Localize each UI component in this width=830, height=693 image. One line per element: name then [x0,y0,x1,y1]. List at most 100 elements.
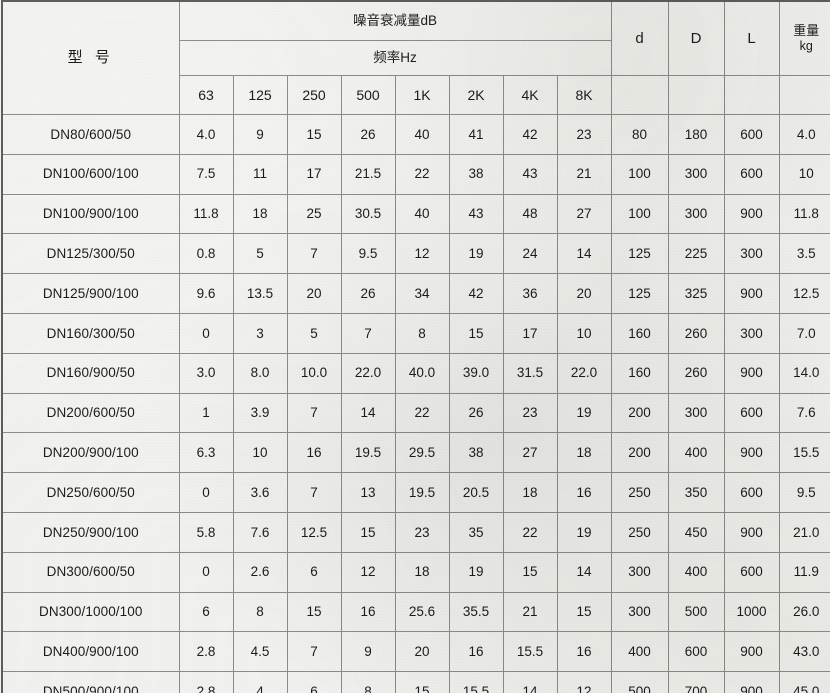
cell-model: DN400/900/100 [1,631,180,673]
cell-attenuation-1k: 20 [394,631,450,673]
cell-D: 400 [667,432,725,474]
cell-attenuation-4k: 14 [502,671,558,693]
cell-attenuation-2k: 38 [448,432,504,474]
cell-attenuation-1k: 18 [394,551,450,593]
cell-attenuation-250: 12.5 [286,511,342,553]
cell-attenuation-63: 4.0 [178,114,234,155]
cell-attenuation-2k: 15 [448,312,504,354]
column-header-freq-250: 250 [286,75,342,115]
cell-D: 700 [667,671,725,693]
cell-L: 900 [723,671,780,693]
column-header-weight: 重量 kg [778,0,830,76]
cell-d: 250 [610,511,669,553]
cell-attenuation-63: 0 [178,472,234,513]
cell-attenuation-500: 8 [340,671,396,693]
cell-attenuation-4k: 43 [502,153,558,195]
column-header-freq-125: 125 [232,75,288,115]
cell-attenuation-63: 9.6 [178,273,234,314]
table-row: DN200/900/100 6.3 10 16 19.5 29.5 38 27 18 200 400… [1,432,830,474]
cell-attenuation-250: 7 [286,233,342,275]
cell-attenuation-125: 5 [232,233,288,275]
cell-attenuation-1k: 23 [394,511,450,553]
cell-attenuation-63: 7.5 [178,153,234,195]
cell-attenuation-2k: 41 [448,114,504,155]
cell-attenuation-4k: 31.5 [502,352,558,394]
table-row: DN300/600/50 0 2.6 6 12 18 19 15 14 300 400 600 11.9 [1,551,830,593]
cell-D: 225 [667,233,725,275]
cell-attenuation-4k: 21 [502,591,558,633]
cell-attenuation-2k: 19 [448,551,504,593]
cell-model: DN500/900/100 [1,671,180,693]
cell-d: 125 [610,273,669,314]
cell-attenuation-8k: 19 [556,392,612,434]
cell-attenuation-63: 11.8 [178,193,234,235]
column-header-freq-2k: 2K [448,75,504,115]
cell-model: DN160/300/50 [1,312,180,354]
cell-attenuation-500: 26 [340,273,396,314]
cell-attenuation-8k: 14 [556,233,612,275]
cell-attenuation-500: 26 [340,114,396,155]
cell-L: 600 [723,472,780,513]
cell-weight: 21.0 [778,511,830,553]
cell-attenuation-2k: 42 [448,273,504,314]
cell-attenuation-500: 30.5 [340,193,396,235]
cell-attenuation-4k: 17 [502,312,558,354]
cell-model: DN80/600/50 [1,114,180,155]
cell-d: 200 [610,432,669,474]
table-body: DN80/600/50 4.0 9 15 26 40 41 42 23 80 180 600 4.0 DN… [1,114,830,693]
cell-attenuation-2k: 20.5 [448,472,504,513]
table-row: DN100/900/100 11.8 18 25 30.5 40 43 48 27 100 300 9… [1,193,830,235]
cell-attenuation-500: 7 [340,312,396,354]
cell-attenuation-500: 15 [340,511,396,553]
cell-L: 600 [723,153,780,195]
cell-attenuation-4k: 22 [502,511,558,553]
cell-D: 450 [667,511,725,553]
cell-D: 300 [667,193,725,235]
cell-L: 600 [723,114,780,155]
cell-d: 200 [610,392,669,434]
cell-attenuation-250: 20 [286,273,342,314]
cell-attenuation-63: 3.0 [178,352,234,394]
header-spacer-d [610,75,669,115]
cell-D: 260 [667,352,725,394]
cell-attenuation-2k: 35.5 [448,591,504,633]
cell-d: 100 [610,193,669,235]
cell-attenuation-250: 6 [286,551,342,593]
cell-weight: 7.0 [778,312,830,354]
cell-weight: 12.5 [778,273,830,314]
table-row: DN125/300/50 0.8 5 7 9.5 12 19 24 14 125 225 300 3.5 [1,233,830,275]
cell-L: 300 [723,233,780,275]
cell-attenuation-8k: 15 [556,591,612,633]
cell-attenuation-2k: 16 [448,631,504,673]
cell-attenuation-4k: 15.5 [502,631,558,673]
cell-attenuation-125: 9 [232,114,288,155]
cell-attenuation-125: 2.6 [232,551,288,593]
cell-attenuation-2k: 19 [448,233,504,275]
cell-attenuation-8k: 12 [556,671,612,693]
cell-weight: 26.0 [778,591,830,633]
cell-attenuation-1k: 25.6 [394,591,450,633]
cell-attenuation-1k: 40 [394,114,450,155]
cell-weight: 45.0 [778,671,830,693]
cell-attenuation-500: 12 [340,551,396,593]
cell-d: 300 [610,591,669,633]
cell-attenuation-63: 2.8 [178,631,234,673]
cell-D: 300 [667,153,725,195]
cell-D: 500 [667,591,725,633]
column-header-noise-attenuation: 噪音衰减量dB [178,0,612,41]
cell-model: DN200/900/100 [1,432,180,474]
cell-model: DN250/900/100 [1,511,180,553]
header-row-frequency-values: 63 125 250 500 1K 2K 4K 8K [2,75,830,115]
table-row: DN160/900/50 3.0 8.0 10.0 22.0 40.0 39.0 31.5 22… [1,352,830,394]
cell-d: 125 [610,233,669,275]
cell-attenuation-8k: 19 [556,511,612,553]
cell-attenuation-63: 6 [178,591,234,633]
table-row: DN100/600/100 7.5 11 17 21.5 22 38 43 21 100 300 60… [1,153,830,195]
cell-attenuation-250: 16 [286,432,342,474]
cell-attenuation-1k: 22 [394,392,450,434]
cell-attenuation-8k: 18 [556,432,612,474]
cell-attenuation-8k: 20 [556,273,612,314]
column-header-freq-500: 500 [340,75,396,115]
